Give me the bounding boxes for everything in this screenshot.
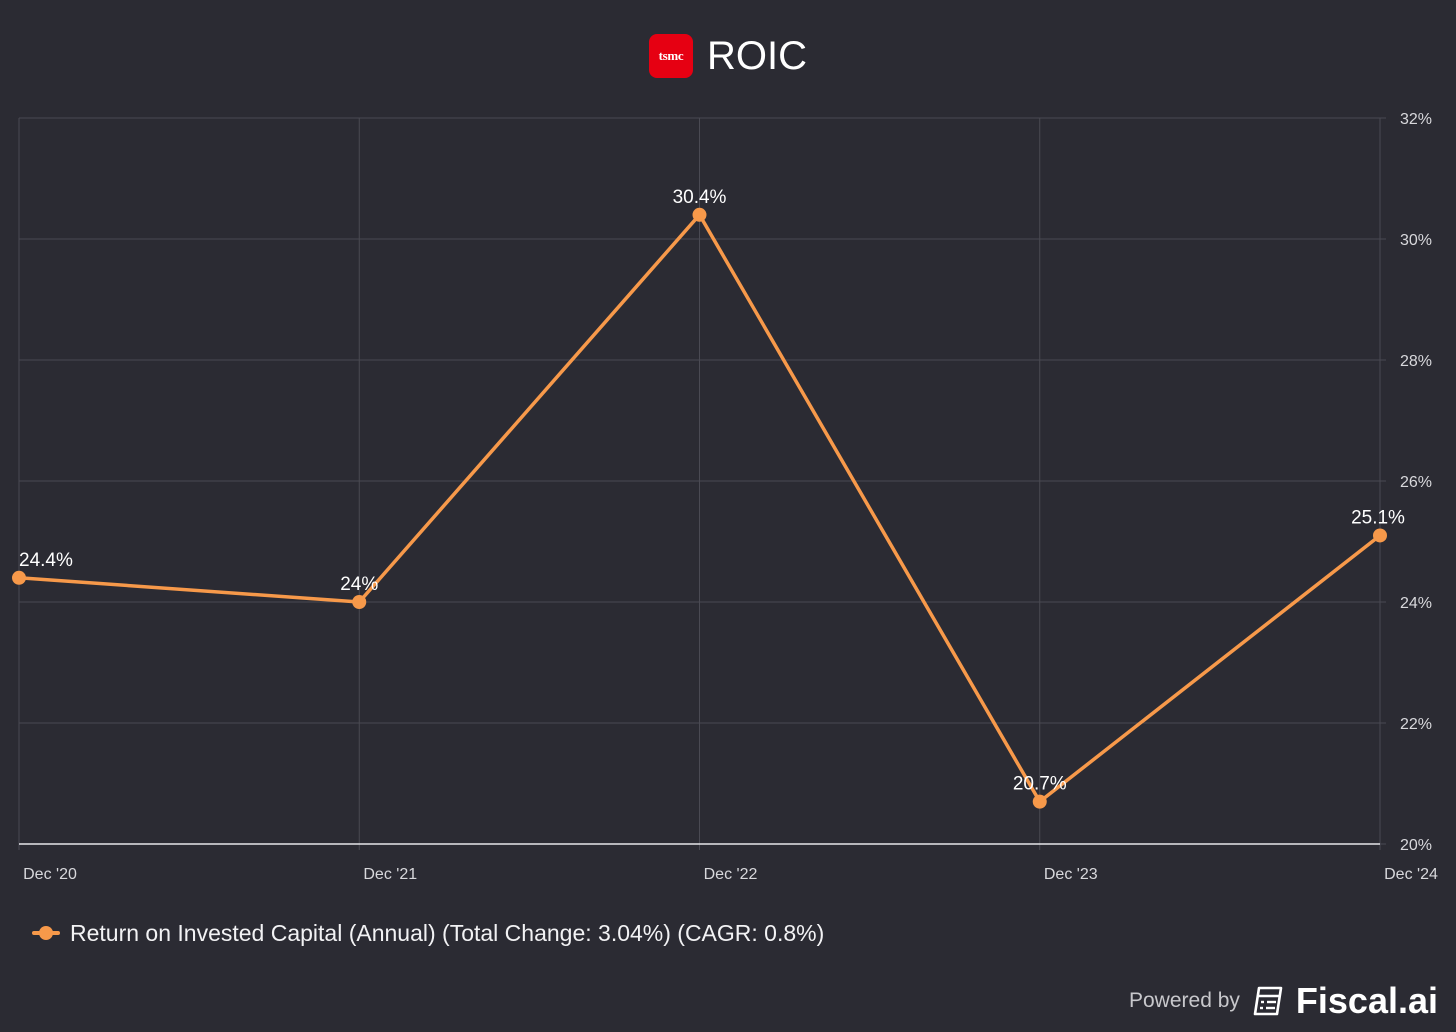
x-tick-label: Dec '20 <box>23 866 77 883</box>
y-tick-label: 26% <box>1400 474 1432 491</box>
legend-marker-icon <box>32 926 60 940</box>
legend-label: Return on Invested Capital (Annual) (Tot… <box>70 919 825 946</box>
data-point <box>1373 528 1387 543</box>
x-tick-label: Dec '23 <box>1044 866 1098 883</box>
tsmc-logo: tsmc <box>649 34 693 78</box>
data-label: 24.4% <box>19 550 73 571</box>
chart-legend[interactable]: Return on Invested Capital (Annual) (Tot… <box>32 916 824 950</box>
chart-header: tsmc ROIC <box>0 28 1456 84</box>
y-tick-label: 24% <box>1400 595 1432 612</box>
roic-line-chart: 20% 22% 24% 26% 28% 30% 32% Dec '20 Dec '21 Dec '… <box>12 111 1438 883</box>
data-label: 20.7% <box>1013 774 1067 795</box>
x-tick-label: Dec '22 <box>704 866 758 883</box>
data-label: 25.1% <box>1351 507 1405 528</box>
x-tick-label: Dec '21 <box>363 866 417 883</box>
chart-title: ROIC <box>707 33 807 78</box>
data-label: 30.4% <box>673 187 727 208</box>
data-label: 24% <box>340 574 378 595</box>
x-tick-label: Dec '24 <box>1384 866 1438 883</box>
y-tick-label: 32% <box>1400 111 1432 128</box>
y-tick-label: 20% <box>1400 837 1432 854</box>
y-tick-label: 30% <box>1400 232 1432 249</box>
powered-by-footer: Powered by Fiscal.ai <box>1129 980 1438 1022</box>
data-point <box>1032 794 1047 809</box>
data-point <box>12 570 26 585</box>
y-tick-label: 28% <box>1400 353 1432 370</box>
data-point <box>352 595 367 609</box>
logo-text: tsmc <box>658 48 684 63</box>
data-point <box>692 207 707 222</box>
fiscal-ai-logo-icon <box>1253 986 1283 1016</box>
y-tick-label: 22% <box>1400 716 1432 733</box>
powered-by-text: Powered by <box>1129 989 1240 1012</box>
fiscal-ai-brand: Fiscal.ai <box>1295 980 1438 1021</box>
